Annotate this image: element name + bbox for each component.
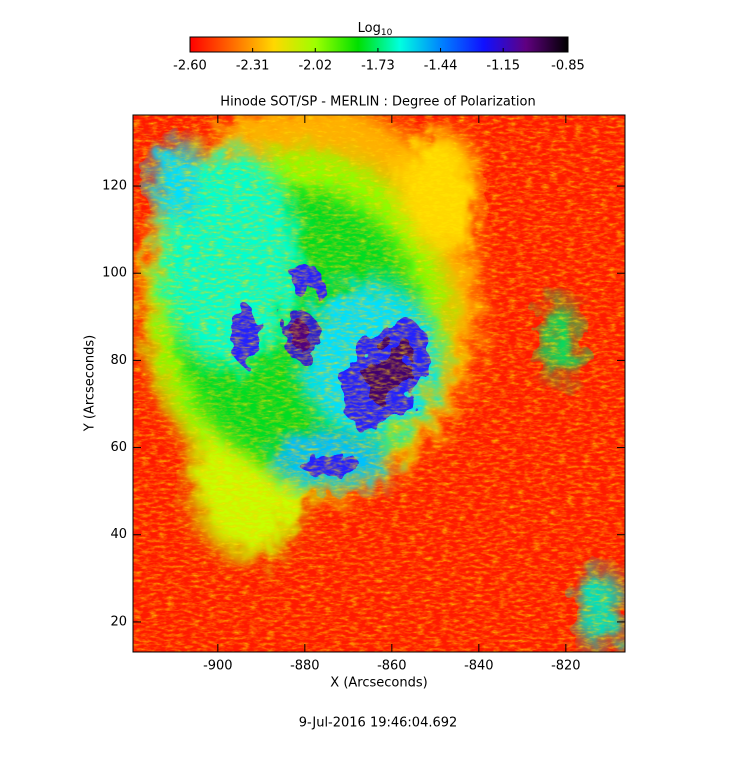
colorbar-tick-label: -1.44 — [424, 59, 458, 74]
y-tick-label: 80 — [110, 353, 127, 368]
colorbar-tick-label: -1.15 — [486, 59, 520, 74]
y-axis-label: Y (Arcseconds) — [83, 335, 98, 432]
x-tick-label: -880 — [290, 659, 320, 674]
y-tick-label: 120 — [102, 179, 127, 194]
x-tick-label: -900 — [203, 659, 233, 674]
x-tick-label: -840 — [464, 659, 494, 674]
heatmap-image — [133, 115, 625, 652]
chart-title: Hinode SOT/SP - MERLIN : Degree of Polar… — [220, 95, 535, 110]
x-axis-label: X (Arcseconds) — [330, 676, 427, 691]
colorbar-label: Log10 — [358, 21, 393, 38]
colorbar-tick-label: -0.85 — [551, 59, 585, 74]
x-tick-label: -860 — [377, 659, 407, 674]
y-tick-label: 20 — [110, 614, 127, 629]
y-tick-label: 40 — [110, 527, 127, 542]
colorbar-tick-label: -2.60 — [173, 59, 207, 74]
footer: 9-Jul-2016 19:46:04.692 — [299, 716, 458, 731]
colorbar — [189, 36, 569, 53]
y-tick-label: 60 — [110, 440, 127, 455]
colorbar-tick-label: -1.73 — [361, 59, 395, 74]
colorbar-tick-label: -2.31 — [236, 59, 270, 74]
plot-frame — [132, 114, 626, 653]
colorbar-tick-label: -2.02 — [298, 59, 332, 74]
y-tick-label: 100 — [102, 266, 127, 281]
x-tick-label: -820 — [551, 659, 581, 674]
